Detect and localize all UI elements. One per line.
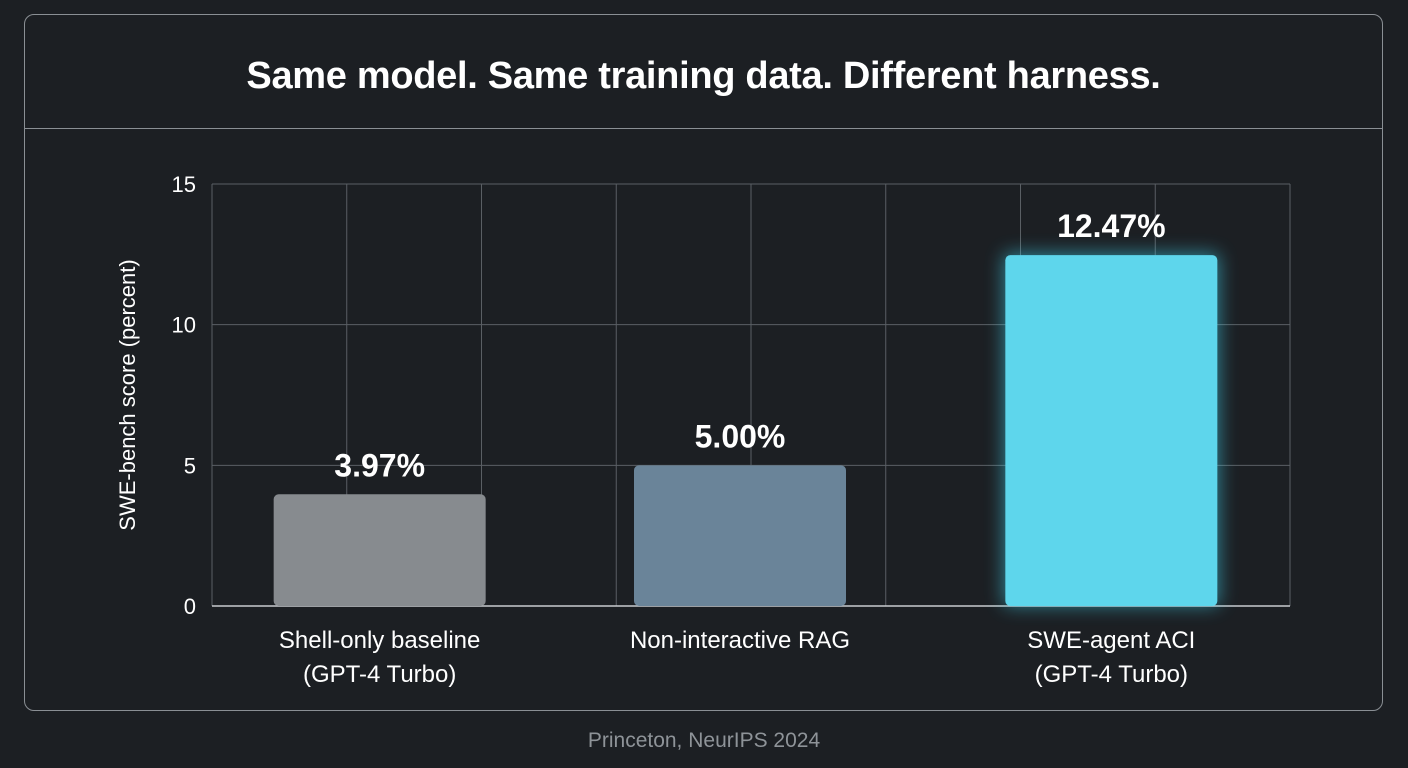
y-tick-label: 5	[184, 453, 196, 478]
y-axis-label: SWE-bench score (percent)	[115, 259, 140, 530]
bar-value-label: 3.97%	[334, 447, 425, 483]
bar-value-label: 5.00%	[695, 418, 786, 454]
title-divider	[25, 128, 1382, 129]
chart-panel: Same model. Same training data. Differen…	[24, 14, 1383, 711]
y-tick-label: 10	[172, 313, 196, 338]
x-tick-label: Non-interactive RAG	[630, 627, 850, 654]
source-note: Princeton, NeurIPS 2024	[587, 729, 821, 752]
bar-value-label: 12.47%	[1057, 208, 1166, 244]
x-tick-label: (GPT-4 Turbo)	[303, 661, 456, 688]
chart-title: Same model. Same training data. Differen…	[246, 55, 1161, 97]
x-tick-label: (GPT-4 Turbo)	[1035, 661, 1188, 688]
bar	[634, 465, 846, 606]
bar	[1005, 255, 1218, 606]
bar	[273, 494, 486, 606]
x-tick-label: SWE-agent ACI	[1027, 627, 1195, 654]
y-tick-label: 0	[184, 594, 196, 619]
x-tick-label: Shell-only baseline	[279, 627, 480, 654]
y-tick-label: 15	[172, 172, 196, 197]
